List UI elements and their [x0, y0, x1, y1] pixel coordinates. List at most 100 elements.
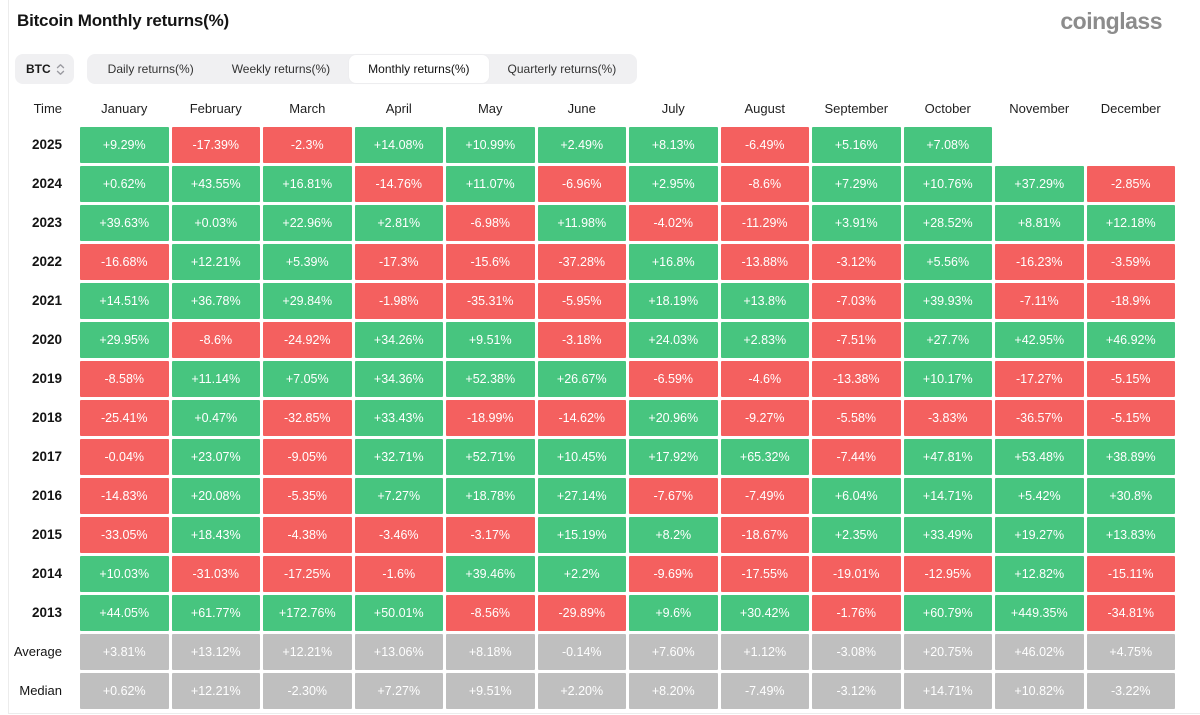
- controls-bar: BTC Daily returns(%) Weekly returns(%) Mon…: [15, 54, 1200, 84]
- return-cell: -6.49%: [720, 127, 809, 163]
- tab-weekly-returns[interactable]: Weekly returns(%): [231, 62, 331, 76]
- column-header: January: [101, 101, 148, 116]
- return-cell: -3.08%: [812, 634, 901, 670]
- return-cell: -5.58%: [812, 400, 901, 436]
- row-label: 2023: [31, 215, 62, 230]
- return-cell: -7.11%: [995, 283, 1084, 319]
- return-cell: -3.12%: [812, 244, 901, 280]
- return-cell: -6.98%: [446, 205, 535, 241]
- return-cell: +9.29%: [80, 127, 169, 163]
- return-cell: -29.89%: [537, 595, 626, 631]
- return-cell: +18.78%: [446, 478, 535, 514]
- return-cell: +30.42%: [720, 595, 809, 631]
- return-cell: +42.95%: [995, 322, 1084, 358]
- return-cell: +1.12%: [720, 634, 809, 670]
- return-cell: +2.35%: [812, 517, 901, 553]
- return-cell: +11.98%: [537, 205, 626, 241]
- return-cell: -17.3%: [354, 244, 443, 280]
- column-header: December: [1100, 101, 1161, 116]
- return-cell: -2.3%: [263, 127, 352, 163]
- return-cell: +65.32%: [720, 439, 809, 475]
- return-cell: -8.6%: [171, 322, 260, 358]
- return-cell: -15.6%: [446, 244, 535, 280]
- return-cell: +34.26%: [354, 322, 443, 358]
- return-cell: +8.18%: [446, 634, 535, 670]
- return-cell: +7.27%: [354, 673, 443, 709]
- column-header: October: [924, 101, 971, 116]
- return-cell: +37.29%: [995, 166, 1084, 202]
- return-cell: -17.39%: [171, 127, 260, 163]
- return-cell: +52.38%: [446, 361, 535, 397]
- return-cell: +6.04%: [812, 478, 901, 514]
- tab-monthly-returns[interactable]: Monthly returns(%): [349, 55, 489, 83]
- return-cell: +28.52%: [903, 205, 992, 241]
- return-cell: +2.20%: [537, 673, 626, 709]
- return-cell: +27.7%: [903, 322, 992, 358]
- column-header: Time: [33, 101, 62, 116]
- column-header: May: [477, 101, 503, 116]
- row-label: 2021: [31, 293, 62, 308]
- column-header: August: [744, 101, 785, 116]
- tab-quarterly-returns[interactable]: Quarterly returns(%): [507, 62, 617, 76]
- return-cell: -7.49%: [720, 478, 809, 514]
- return-cell: +5.56%: [903, 244, 992, 280]
- return-cell: +12.21%: [263, 634, 352, 670]
- return-cell: -17.25%: [263, 556, 352, 592]
- column-header: March: [289, 101, 326, 116]
- return-cell: +11.14%: [171, 361, 260, 397]
- return-cell: -4.38%: [263, 517, 352, 553]
- return-cell: -9.27%: [720, 400, 809, 436]
- symbol-label: BTC: [26, 62, 51, 76]
- return-cell: -6.59%: [629, 361, 718, 397]
- symbol-selector[interactable]: BTC: [15, 54, 74, 84]
- return-cell: +53.48%: [995, 439, 1084, 475]
- row-label: Average: [13, 644, 62, 659]
- return-cell: -8.6%: [720, 166, 809, 202]
- return-cell: [995, 127, 1084, 163]
- return-cell: +12.18%: [1086, 205, 1175, 241]
- return-cell: +46.92%: [1086, 322, 1175, 358]
- return-cell: -32.85%: [263, 400, 352, 436]
- returns-widget: Bitcoin Monthly returns(%) coinglass BTC…: [8, 0, 1200, 714]
- return-cell: +33.49%: [903, 517, 992, 553]
- return-cell: -0.04%: [80, 439, 169, 475]
- return-cell: +8.20%: [629, 673, 718, 709]
- return-cell: +20.96%: [629, 400, 718, 436]
- column-header: June: [567, 101, 596, 116]
- return-cell: -24.92%: [263, 322, 352, 358]
- return-cell: +8.81%: [995, 205, 1084, 241]
- return-cell: -15.11%: [1086, 556, 1175, 592]
- return-cell: -2.30%: [263, 673, 352, 709]
- return-cell: -7.03%: [812, 283, 901, 319]
- return-cell: -2.85%: [1086, 166, 1175, 202]
- return-cell: +36.78%: [171, 283, 260, 319]
- return-cell: -3.83%: [903, 400, 992, 436]
- column-header: September: [824, 101, 889, 116]
- row-label: 2015: [31, 527, 62, 542]
- return-cell: +7.27%: [354, 478, 443, 514]
- return-cell: -5.15%: [1086, 361, 1175, 397]
- return-cell: -17.27%: [995, 361, 1084, 397]
- updown-arrows-icon: [56, 63, 65, 76]
- return-cell: -18.99%: [446, 400, 535, 436]
- return-cell: -14.62%: [537, 400, 626, 436]
- return-cell: -9.05%: [263, 439, 352, 475]
- tab-daily-returns[interactable]: Daily returns(%): [107, 62, 194, 76]
- return-cell: +7.29%: [812, 166, 901, 202]
- return-cell: +12.21%: [171, 244, 260, 280]
- row-label: 2017: [31, 449, 62, 464]
- page-title: Bitcoin Monthly returns(%): [17, 11, 230, 30]
- return-cell: +24.03%: [629, 322, 718, 358]
- return-cell: +14.51%: [80, 283, 169, 319]
- return-cell: +38.89%: [1086, 439, 1175, 475]
- return-cell: +30.8%: [1086, 478, 1175, 514]
- return-cell: -17.55%: [720, 556, 809, 592]
- return-cell: +34.36%: [354, 361, 443, 397]
- return-cell: -5.15%: [1086, 400, 1175, 436]
- return-cell: -14.83%: [80, 478, 169, 514]
- return-cell: +3.91%: [812, 205, 901, 241]
- return-cell: -37.28%: [537, 244, 626, 280]
- return-cell: +46.02%: [995, 634, 1084, 670]
- return-cell: -13.88%: [720, 244, 809, 280]
- return-cell: -1.6%: [354, 556, 443, 592]
